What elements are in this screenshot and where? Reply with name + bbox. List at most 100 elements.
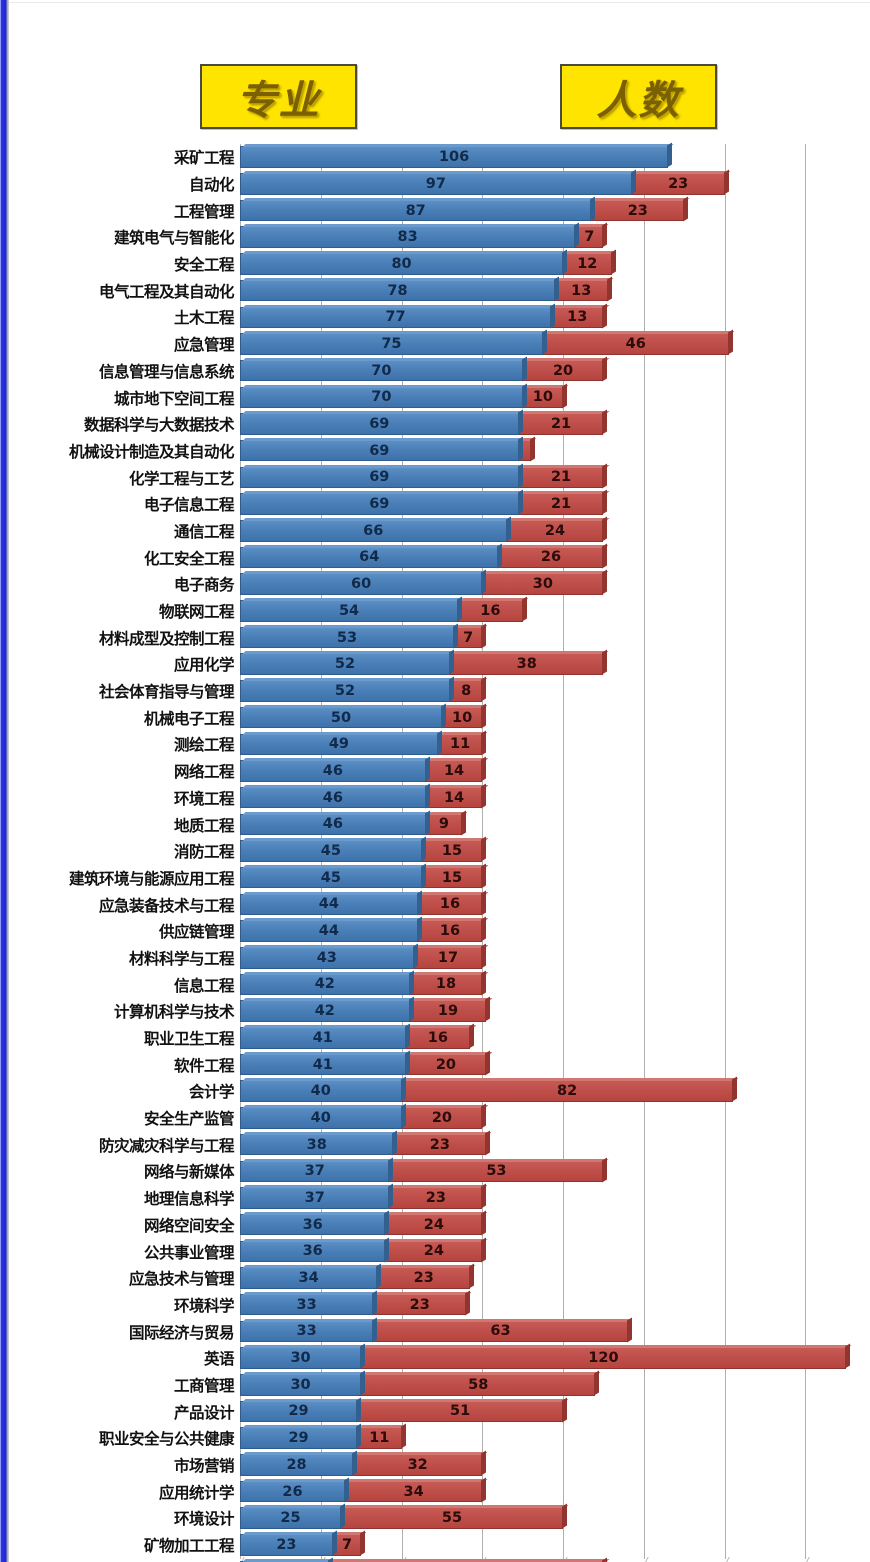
bar-side-face: [481, 1183, 487, 1209]
bar-side-face: [602, 303, 608, 328]
bar-side-face: [481, 1103, 487, 1129]
chart-row: 建筑环境与能源应用工程 45 15: [9, 863, 870, 892]
bar-side-face: [416, 890, 422, 915]
bar-value-label: 23: [425, 1189, 446, 1206]
bar-top-face: [242, 251, 569, 255]
bar-value-label: 45: [320, 843, 341, 860]
bar-value-label: 66: [363, 522, 384, 539]
bar-value-label: 82: [557, 1083, 578, 1100]
bar-value-label: 41: [312, 1029, 333, 1046]
chart-row: 化工安全工程 64 26: [9, 543, 870, 571]
bar-top-face: [242, 918, 424, 922]
bar-value-label: 21: [550, 469, 572, 486]
bar-value-label: 23: [668, 175, 689, 192]
bar-value-label: 12: [577, 255, 598, 272]
chart-row: 土木工程 77 13: [9, 303, 870, 331]
bar-top-face: [355, 1452, 488, 1456]
bar-top-face: [242, 1425, 363, 1429]
bar-side-face: [481, 569, 487, 595]
bar-side-face: [481, 756, 487, 782]
bar-value-label: 30: [290, 1376, 311, 1393]
bar-side-face: [549, 303, 555, 328]
bar-top-face: [404, 1078, 739, 1082]
bar-value-label: 10: [532, 389, 553, 406]
bar-value-label: 40: [310, 1083, 331, 1100]
category-label: 数据科学与大数据技术: [83, 416, 235, 435]
bar-side-face: [602, 516, 608, 541]
bar-value-label: 13: [567, 309, 588, 326]
bar-side-face: [481, 916, 487, 942]
chart-row: 机械设计制造及其自动化693: [9, 436, 870, 465]
bar-segment-a: 36: [240, 1210, 391, 1236]
bar-value-label: 80: [391, 255, 412, 272]
bar-segment-a: 77: [240, 303, 557, 329]
bar-segment-b: 23: [373, 1290, 472, 1316]
gridline: [559, 144, 579, 1562]
bar-side-face: [521, 383, 527, 408]
bar-segment-b: 9: [425, 810, 468, 836]
bar-side-face: [392, 1130, 398, 1155]
bar-top-face: [242, 518, 513, 522]
bar-value-label: 21: [550, 496, 572, 513]
bar-segment-b: 10: [441, 703, 488, 729]
bar-top-face: [242, 224, 581, 228]
bar-side-face: [400, 1077, 406, 1102]
bar-value-label: 34: [298, 1270, 319, 1287]
chart-row: 信息工程 42 18: [9, 970, 870, 998]
bar-side-face: [481, 863, 487, 888]
bar-segment-a: 66: [240, 516, 513, 542]
chart-row: 网络与新媒体 37 53: [9, 1157, 870, 1185]
bar-top-face: [242, 758, 432, 762]
bar-value-label: 29: [288, 1403, 309, 1420]
chart-row: 网络空间安全 36 24: [9, 1210, 870, 1239]
bar-value-label: 23: [627, 202, 648, 219]
bar-segment-a: 49: [240, 730, 444, 756]
bar-segment-b: 15: [421, 863, 488, 889]
bar-value-label: 97: [425, 175, 446, 192]
bar-value-label: 15: [441, 869, 463, 886]
chart-rows: 采矿工程 106 自动化 97 23 工程管理 87 23 建筑电气与智能化 83 7 安全工程 80 1…: [9, 142, 870, 1562]
bar-side-face: [481, 730, 487, 755]
bar-side-face: [594, 1370, 600, 1395]
chart-row: 信息管理与信息系统 70 20: [9, 356, 870, 385]
bar-value-label: 33: [296, 1296, 317, 1313]
bar-side-face: [602, 409, 608, 435]
bar-segment-a: 23: [240, 1530, 339, 1556]
bar-value-label: 63: [490, 1323, 511, 1340]
category-label: 机械设计制造及其自动化: [68, 442, 235, 461]
category-label: 计算机科学与技术: [113, 1003, 235, 1022]
chart-row: 应用统计学 26 34: [9, 1477, 870, 1505]
bar-segment-a: 22: [240, 1557, 335, 1562]
bar-side-face: [424, 783, 430, 808]
bar-value-label: 44: [318, 896, 339, 913]
bar-segment-b: 20: [522, 356, 609, 382]
bar-value-label: 16: [480, 602, 501, 619]
category-label: 职业安全与公共健康: [98, 1430, 235, 1449]
bar-segment-a: 69: [240, 463, 525, 489]
category-label: 应用统计学: [158, 1483, 235, 1502]
bar-value-label: 16: [439, 896, 461, 913]
bar-value-label: 46: [625, 335, 646, 352]
chart-row: 机械电子工程 50 10: [9, 703, 870, 731]
bar-segment-b: 18: [409, 970, 488, 996]
category-label: 网络与新媒体: [143, 1163, 235, 1182]
bar-top-face: [521, 411, 609, 415]
bar-segment-b: 120: [361, 1343, 852, 1369]
chart-row: 应急技术与管理 34 23: [9, 1263, 870, 1292]
bar-segment-a: 52: [240, 650, 456, 675]
bar-top-face: [557, 277, 613, 281]
bar-segment-b: 7: [575, 223, 609, 248]
chart-row: 材料成型及控制工程 53 7: [9, 623, 870, 651]
chart-row: 公共事业管理 36 24: [9, 1237, 870, 1265]
bar-side-face: [388, 1157, 394, 1182]
bar-value-label: 58: [468, 1376, 489, 1393]
chart-row: 环境设计 25 55: [9, 1504, 870, 1532]
bar-side-face: [529, 436, 535, 461]
bar-side-face: [731, 1077, 737, 1102]
bar-side-face: [574, 223, 580, 248]
bar-segment-b: 20: [405, 1050, 492, 1076]
bar-side-face: [590, 196, 596, 221]
bar-segment-a: 44: [240, 890, 424, 916]
bar-top-face: [242, 1158, 395, 1162]
bar-top-face: [420, 891, 488, 895]
